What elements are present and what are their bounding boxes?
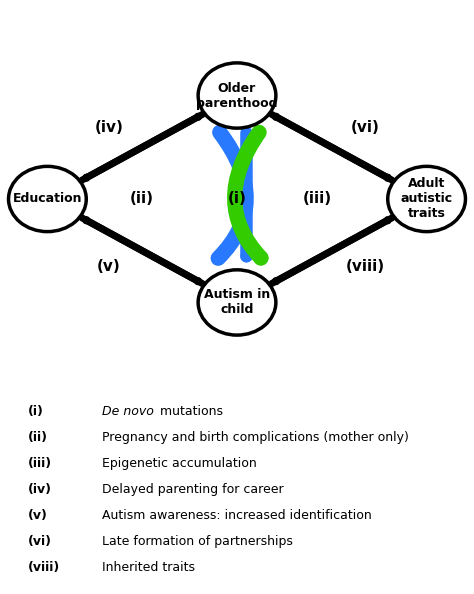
FancyArrowPatch shape <box>218 132 246 258</box>
Text: Autism in
child: Autism in child <box>204 289 270 317</box>
Text: Education: Education <box>13 192 82 206</box>
Text: Delayed parenting for career: Delayed parenting for career <box>102 484 284 497</box>
Text: (vi): (vi) <box>351 120 379 135</box>
Text: Late formation of partnerships: Late formation of partnerships <box>102 535 293 548</box>
Text: (i): (i) <box>228 191 246 207</box>
Text: (iii): (iii) <box>28 457 52 470</box>
Text: De novo: De novo <box>102 405 154 418</box>
FancyArrowPatch shape <box>235 132 261 258</box>
Text: mutations: mutations <box>156 405 223 418</box>
Circle shape <box>388 166 465 232</box>
Circle shape <box>9 166 86 232</box>
Text: (viii): (viii) <box>346 259 384 274</box>
Text: Pregnancy and birth complications (mother only): Pregnancy and birth complications (mothe… <box>102 431 409 444</box>
Text: (viii): (viii) <box>28 561 60 574</box>
Text: (ii): (ii) <box>130 191 154 207</box>
Text: (i): (i) <box>28 405 44 418</box>
Text: Autism awareness: increased identification: Autism awareness: increased identificati… <box>102 510 372 522</box>
Text: (iv): (iv) <box>28 484 52 497</box>
Text: (v): (v) <box>97 259 121 274</box>
Text: (vi): (vi) <box>28 535 52 548</box>
Text: (v): (v) <box>28 510 48 522</box>
Text: (ii): (ii) <box>28 431 48 444</box>
Text: Inherited traits: Inherited traits <box>102 561 195 574</box>
Text: (iii): (iii) <box>303 191 332 207</box>
Text: Older
parenthood: Older parenthood <box>196 81 278 109</box>
Circle shape <box>198 63 276 128</box>
Text: Epigenetic accumulation: Epigenetic accumulation <box>102 457 257 470</box>
Text: (iv): (iv) <box>95 120 123 135</box>
Text: Adult
autistic
traits: Adult autistic traits <box>401 178 453 220</box>
Circle shape <box>198 270 276 335</box>
